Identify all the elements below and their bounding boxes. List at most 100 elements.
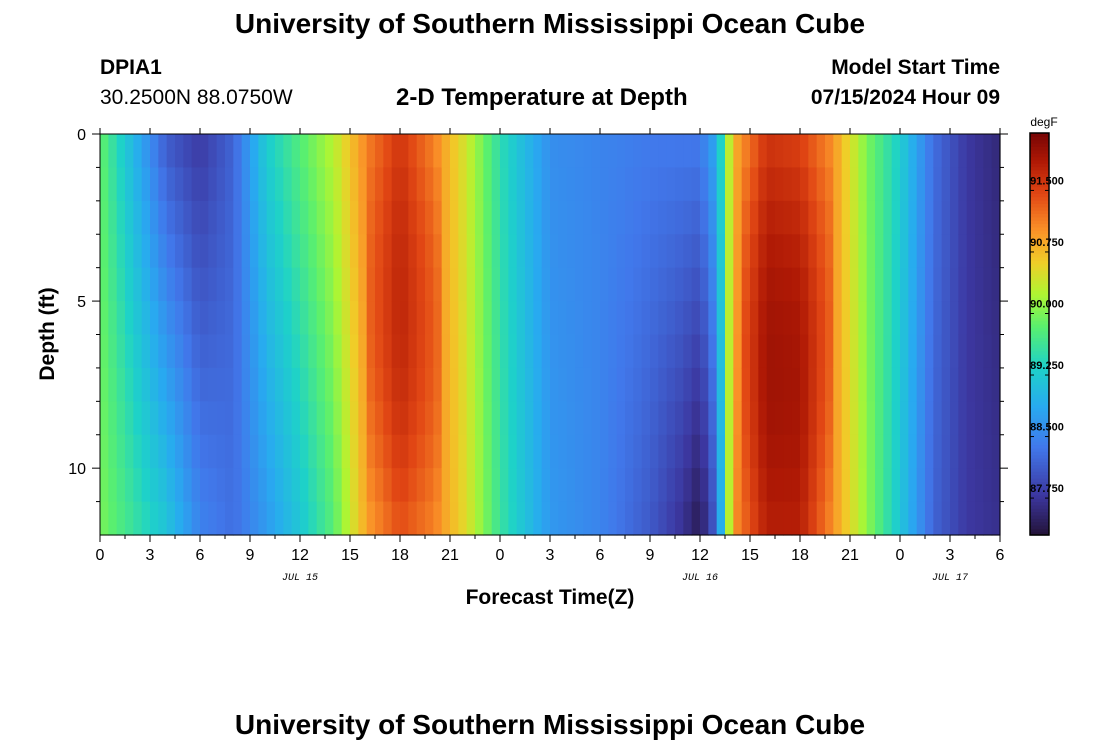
heatmap-cell: [641, 234, 651, 269]
heatmap-cell: [591, 167, 601, 202]
colorbar-segment: [1030, 283, 1049, 288]
heatmap-cell: [616, 367, 626, 402]
heatmap-cell: [966, 301, 976, 336]
heatmap-cell: [100, 301, 109, 336]
heatmap-cell: [941, 234, 951, 269]
heatmap-cell: [833, 167, 843, 202]
heatmap-cell: [750, 468, 759, 503]
heatmap-cell: [566, 234, 576, 269]
heatmap-cell: [891, 401, 901, 436]
heatmap-cell: [750, 367, 759, 402]
heatmap-cell: [741, 134, 751, 169]
heatmap-cell: [141, 167, 151, 202]
heatmap-cell: [325, 200, 334, 235]
heatmap-cell: [850, 401, 859, 436]
heatmap-cell: [333, 401, 343, 436]
heatmap-cell: [941, 134, 951, 169]
heatmap-cell: [266, 234, 276, 269]
heatmap-cell: [950, 501, 959, 536]
heatmap-cell: [291, 167, 301, 202]
heatmap-cell: [883, 434, 893, 469]
heatmap-cell: [708, 301, 718, 336]
heatmap-cell: [250, 367, 259, 402]
heatmap-cell: [241, 234, 251, 269]
heatmap-cell: [875, 501, 884, 536]
heatmap-cell: [941, 200, 951, 235]
heatmap-cell: [575, 334, 584, 369]
heatmap-cell: [675, 401, 684, 436]
heatmap-cell: [375, 234, 384, 269]
heatmap-cell: [183, 200, 193, 235]
heatmap-cell: [541, 434, 551, 469]
colorbar-segment: [1030, 397, 1049, 402]
heatmap-cell: [158, 501, 168, 536]
heatmap-cell: [166, 267, 176, 302]
heatmap-cell: [316, 234, 326, 269]
heatmap-cell: [483, 468, 493, 503]
heatmap-cell: [316, 301, 326, 336]
heatmap-cell: [616, 167, 626, 202]
heatmap-cell: [758, 468, 768, 503]
heatmap-cell: [741, 334, 751, 369]
heatmap-cell: [541, 367, 551, 402]
heatmap-cell: [916, 334, 926, 369]
x-tick-label: 6: [996, 547, 1005, 564]
heatmap-cell: [925, 401, 934, 436]
heatmap-cell: [500, 401, 509, 436]
heatmap-cell: [800, 468, 809, 503]
heatmap-cell: [900, 434, 909, 469]
heatmap-cell: [208, 434, 218, 469]
heatmap-cell: [916, 200, 926, 235]
heatmap-cell: [125, 167, 134, 202]
heatmap-cell: [241, 401, 251, 436]
colorbar-segment: [1030, 498, 1049, 503]
heatmap-cell: [916, 501, 926, 536]
heatmap-cell: [300, 468, 309, 503]
heatmap-cell: [216, 267, 226, 302]
heatmap-cell: [691, 434, 701, 469]
heatmap-cell: [833, 234, 843, 269]
heatmap-cell: [233, 334, 243, 369]
heatmap-cell: [825, 367, 834, 402]
heatmap-cell: [116, 468, 126, 503]
heatmap-cell: [933, 200, 943, 235]
heatmap-cell: [833, 367, 843, 402]
heatmap-cell: [783, 468, 793, 503]
heatmap-cell: [675, 167, 684, 202]
heatmap-cell: [408, 234, 418, 269]
heatmap-cell: [250, 501, 259, 536]
heatmap-cell: [866, 134, 876, 169]
heatmap-cell: [875, 134, 884, 169]
colorbar-segment: [1030, 437, 1049, 442]
heatmap-cell: [833, 134, 843, 169]
heatmap-cell: [716, 267, 726, 302]
heatmap-cell: [383, 434, 393, 469]
colorbar-segment: [1030, 139, 1049, 144]
colorbar-segment: [1030, 287, 1049, 292]
heatmap-cell: [308, 134, 318, 169]
heatmap-cell: [166, 468, 176, 503]
heatmap-cell: [733, 267, 743, 302]
heatmap-cell: [641, 167, 651, 202]
heatmap-cell: [775, 301, 784, 336]
heatmap-cell: [750, 434, 759, 469]
heatmap-cell: [325, 334, 334, 369]
heatmap-cell: [933, 468, 943, 503]
heatmap-cell: [733, 167, 743, 202]
heatmap-cell: [808, 267, 818, 302]
heatmap-cell: [150, 468, 159, 503]
heatmap-cell: [633, 501, 643, 536]
heatmap-cell: [733, 434, 743, 469]
heatmap-cell: [283, 200, 293, 235]
heatmap-cell: [766, 401, 776, 436]
heatmap-cell: [716, 200, 726, 235]
heatmap-cell: [233, 234, 243, 269]
heatmap-cell: [275, 167, 284, 202]
colorbar-segment: [1030, 230, 1049, 235]
heatmap-cell: [908, 134, 918, 169]
heatmap-cell: [550, 234, 559, 269]
heatmap-cell: [241, 200, 251, 235]
heatmap-cell: [533, 200, 543, 235]
heatmap-cell: [666, 334, 676, 369]
heatmap-cell: [691, 234, 701, 269]
